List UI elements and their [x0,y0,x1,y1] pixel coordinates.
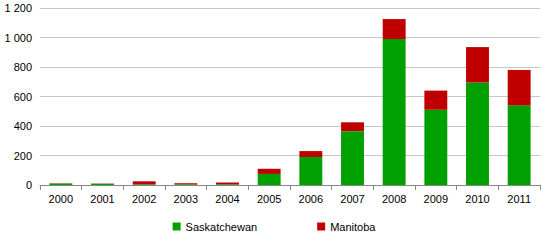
svg-text:2007: 2007 [340,193,364,205]
svg-text:2010: 2010 [465,193,489,205]
svg-text:2003: 2003 [174,193,198,205]
svg-text:2001: 2001 [90,193,114,205]
svg-text:2011: 2011 [507,193,531,205]
svg-text:Saskatchewan: Saskatchewan [186,221,258,233]
svg-text:2004: 2004 [215,193,239,205]
svg-text:2005: 2005 [257,193,281,205]
svg-text:2008: 2008 [382,193,406,205]
svg-text:1 200: 1 200 [4,2,32,14]
svg-text:Manitoba: Manitoba [330,221,376,233]
svg-text:2009: 2009 [424,193,448,205]
svg-text:0: 0 [26,179,32,191]
svg-text:2000: 2000 [49,193,73,205]
svg-text:600: 600 [14,91,32,103]
svg-text:800: 800 [14,61,32,73]
svg-text:1 000: 1 000 [4,32,32,44]
svg-text:2006: 2006 [299,193,323,205]
svg-text:2002: 2002 [132,193,156,205]
svg-text:200: 200 [14,150,32,162]
svg-text:400: 400 [14,120,32,132]
